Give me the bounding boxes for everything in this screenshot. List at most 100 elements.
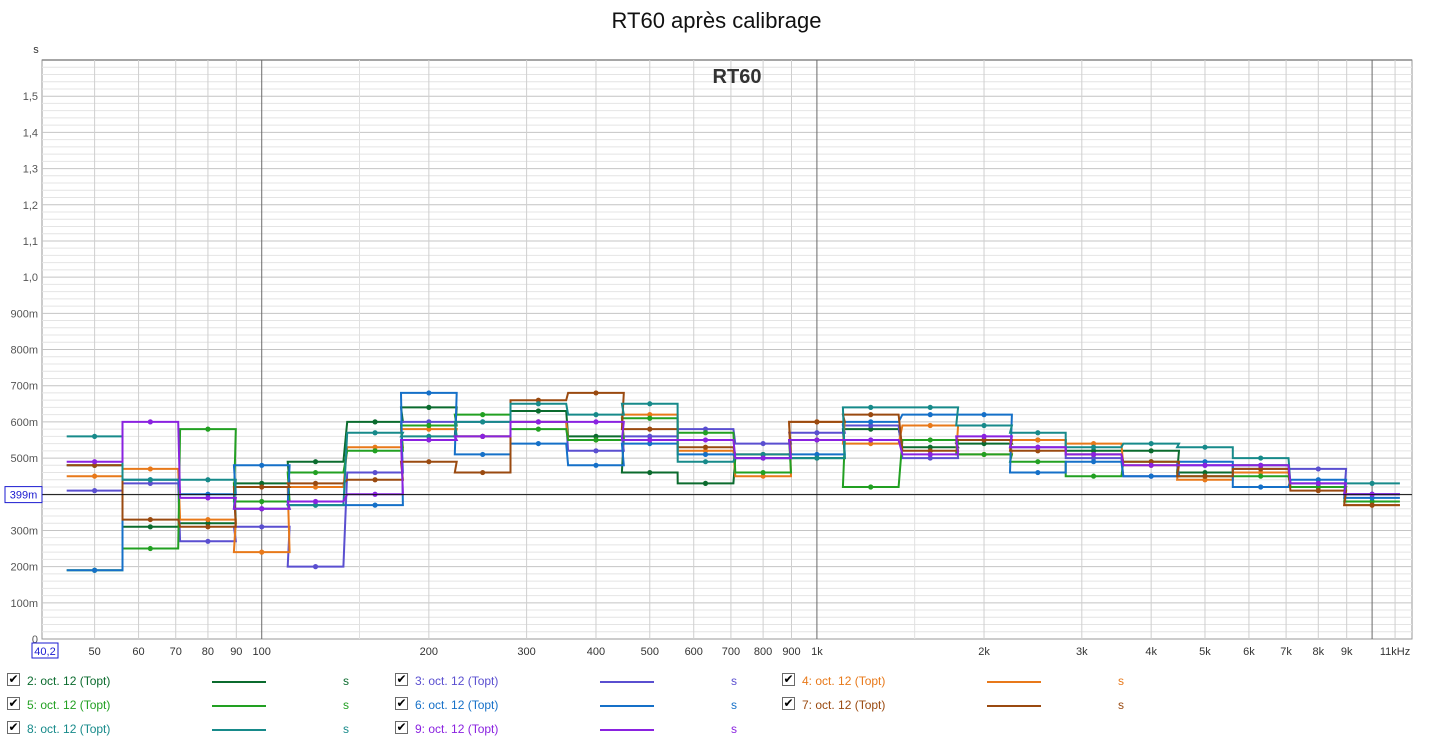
- data-point: [1035, 459, 1041, 465]
- data-point: [426, 422, 432, 429]
- data-point: [426, 459, 432, 465]
- legend-checkbox[interactable]: ✔: [7, 696, 20, 710]
- data-point: [92, 459, 98, 465]
- chart-title: RT60 après calibrage: [611, 8, 822, 33]
- data-point: [480, 419, 486, 425]
- data-point: [1202, 459, 1208, 465]
- data-point: [259, 506, 265, 512]
- y-tick-label: 600m: [10, 417, 38, 429]
- legend-label: 3: oct. 12 (Topt): [415, 674, 499, 688]
- data-point: [92, 473, 98, 479]
- legend-item[interactable]: ✔ 4: oct. 12 (Topt) s: [782, 670, 1142, 692]
- data-point: [205, 520, 211, 526]
- data-point: [535, 440, 541, 447]
- data-point: [760, 451, 766, 458]
- legend-label: 8: oct. 12 (Topt): [27, 722, 111, 736]
- data-point: [868, 422, 874, 429]
- data-point: [927, 437, 933, 443]
- data-point: [1090, 440, 1097, 447]
- data-point: [1148, 440, 1154, 447]
- data-point: [647, 415, 653, 421]
- legend-checkbox[interactable]: ✔: [7, 720, 20, 734]
- x-tick-label: 7k: [1280, 646, 1292, 658]
- legend: ✔ 2: oct. 12 (Topt) s ✔ 3: oct. 12 (Topt) s ✔ 4…: [0, 668, 1433, 743]
- data-point: [147, 545, 153, 552]
- data-point: [480, 451, 486, 458]
- data-point: [1202, 444, 1208, 450]
- data-point: [372, 502, 378, 508]
- y-tick-label: 800m: [10, 345, 38, 357]
- data-point: [312, 480, 319, 486]
- legend-checkbox[interactable]: ✔: [395, 696, 408, 710]
- data-point: [1090, 459, 1097, 465]
- data-point: [702, 459, 709, 465]
- data-point: [259, 524, 265, 530]
- legend-checkbox[interactable]: ✔: [395, 720, 408, 734]
- data-point: [593, 412, 599, 418]
- data-point: [1258, 466, 1264, 472]
- data-point: [480, 469, 486, 476]
- x-tick-label: 50: [88, 646, 100, 658]
- data-point: [814, 451, 820, 458]
- data-point: [205, 524, 211, 530]
- data-point: [535, 419, 541, 425]
- data-point: [259, 549, 265, 555]
- data-point: [1202, 473, 1208, 479]
- data-point: [259, 498, 265, 505]
- legend-swatch: [212, 729, 266, 731]
- legend-checkbox[interactable]: ✔: [782, 672, 795, 686]
- legend-checkbox[interactable]: ✔: [782, 696, 795, 710]
- data-point: [1090, 444, 1097, 450]
- x-tick-label: 700: [722, 646, 740, 658]
- data-point: [312, 459, 319, 465]
- data-point: [868, 419, 874, 425]
- data-point: [480, 433, 486, 439]
- series-line: [66, 420, 1400, 510]
- legend-item[interactable]: ✔ 6: oct. 12 (Topt) s: [395, 694, 755, 716]
- y-tick-label: 1,1: [23, 236, 38, 248]
- x-tick-label: 500: [641, 646, 659, 658]
- data-point: [1148, 473, 1154, 479]
- chart-subtitle: RT60: [713, 66, 762, 88]
- data-point: [1090, 455, 1097, 461]
- legend-item[interactable]: ✔ 2: oct. 12 (Topt) s: [7, 670, 367, 692]
- y-tick-label: 300m: [10, 525, 38, 537]
- legend-item[interactable]: ✔ 5: oct. 12 (Topt) s: [7, 694, 367, 716]
- x-tick-label: 400: [587, 646, 605, 658]
- data-point: [1148, 462, 1154, 468]
- data-point: [259, 462, 265, 468]
- data-point: [259, 480, 265, 486]
- data-point: [147, 419, 153, 425]
- x-tick-label: 70: [170, 646, 182, 658]
- data-point: [1315, 484, 1321, 490]
- data-point: [205, 538, 211, 544]
- data-point: [1202, 477, 1208, 483]
- legend-checkbox[interactable]: ✔: [395, 672, 408, 686]
- data-point: [593, 462, 599, 468]
- data-point: [702, 480, 709, 486]
- legend-item[interactable]: ✔ 8: oct. 12 (Topt) s: [7, 718, 367, 740]
- rt60-chart[interactable]: RT60 s 0 100m 200m 300m 500m 600m 700m 800m 900m 1,…: [0, 0, 1433, 668]
- legend-checkbox[interactable]: ✔: [7, 672, 20, 686]
- data-point: [927, 448, 933, 454]
- legend-item[interactable]: ✔ 3: oct. 12 (Topt) s: [395, 670, 755, 692]
- legend-unit: s: [343, 698, 349, 712]
- legend-label: 6: oct. 12 (Topt): [415, 698, 499, 712]
- y-tick-label: 700m: [10, 381, 38, 393]
- x-tick-label: 60: [132, 646, 144, 658]
- data-point: [147, 480, 153, 486]
- x-tick-label: 3k: [1076, 646, 1088, 658]
- data-point: [1315, 477, 1321, 483]
- x-tick-label: 80: [202, 646, 214, 658]
- data-point: [702, 437, 709, 443]
- data-point: [868, 437, 874, 443]
- data-point: [1090, 473, 1097, 479]
- data-point: [868, 404, 874, 410]
- data-point: [426, 390, 432, 396]
- legend-item[interactable]: ✔ 9: oct. 12 (Topt) s: [395, 718, 755, 740]
- legend-swatch: [212, 681, 266, 683]
- data-point: [702, 430, 709, 436]
- data-point: [1035, 437, 1041, 443]
- cursor-value-box: [4, 486, 43, 504]
- legend-item[interactable]: ✔ 7: oct. 12 (Topt) s: [782, 694, 1142, 716]
